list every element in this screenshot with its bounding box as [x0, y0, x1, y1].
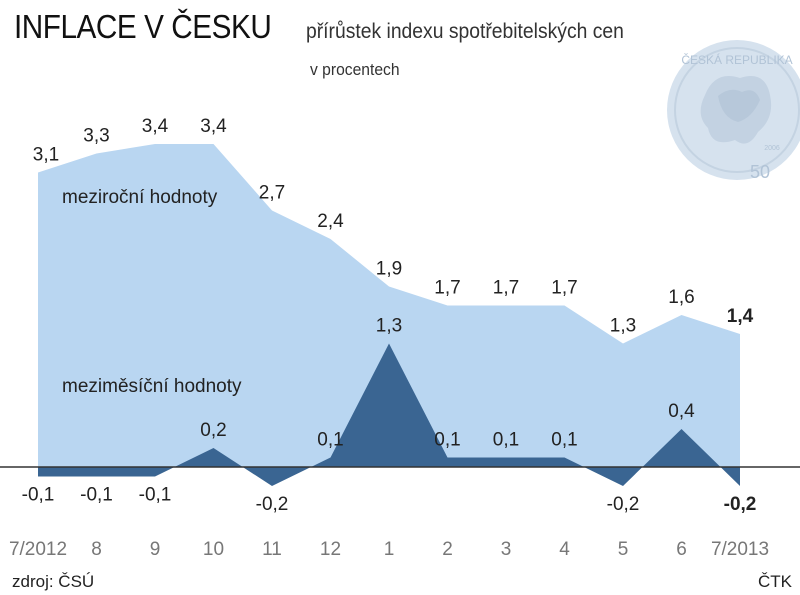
yoy-value-label: 2,7 [259, 183, 285, 204]
yoy-area [38, 144, 740, 467]
x-tick-label: 12 [320, 539, 341, 560]
source-note: zdroj: ČSÚ [12, 572, 95, 591]
x-tick-label: 3 [501, 539, 512, 560]
yoy-value-label: 3,4 [200, 116, 227, 137]
x-axis-ticks: 7/2012 8 9 10 11 12 1 2 3 4 5 6 7/2013 [9, 539, 769, 560]
mom-value-label: 1,3 [376, 316, 402, 337]
chart-title: INFLACE V ČESKU [14, 8, 272, 45]
x-tick-label: 8 [91, 539, 102, 560]
x-tick-label: 7/2012 [9, 539, 67, 560]
yoy-value-label: 1,7 [434, 278, 460, 299]
mom-value-label: 0,1 [434, 430, 460, 451]
yoy-value-labels: 3,1 3,3 3,4 3,4 2,7 2,4 1,9 1,7 1,7 1,7 1,3 1,6 1,4 [33, 116, 754, 337]
mom-value-labels: -0,1 -0,1 -0,1 0,2 -0,2 0,1 1,3 0,1 0,1 0,1 -0,2 0,… [22, 316, 757, 516]
x-tick-label: 9 [150, 539, 161, 560]
x-tick-label: 4 [559, 539, 570, 560]
mom-series-label: meziměsíční hodnoty [62, 376, 242, 397]
yoy-value-label: 2,4 [317, 211, 344, 232]
chart-subtitle: přírůstek indexu spotřebitelských cen [306, 20, 624, 43]
mom-value-label: 0,1 [493, 430, 519, 451]
coin-value: 50 [750, 162, 770, 182]
yoy-value-label: 1,3 [610, 316, 636, 337]
x-tick-label: 5 [618, 539, 629, 560]
coin-year: 2006 [764, 145, 780, 152]
mom-value-label: -0,2 [256, 494, 289, 515]
x-tick-label: 2 [442, 539, 453, 560]
unit-label: v procentech [310, 60, 400, 79]
yoy-value-label: 1,6 [668, 287, 694, 308]
yoy-value-label: 1,7 [551, 278, 577, 299]
yoy-series-label: meziroční hodnoty [62, 187, 218, 208]
yoy-value-label: 3,1 [33, 145, 59, 166]
x-tick-label: 10 [203, 539, 224, 560]
x-tick-label: 11 [262, 539, 282, 560]
mom-value-label: 0,2 [200, 420, 226, 441]
mom-value-label: -0,2 [724, 494, 757, 515]
yoy-value-label: 1,9 [376, 259, 402, 280]
x-tick-label: 6 [676, 539, 687, 560]
yoy-value-label: 3,3 [83, 126, 109, 147]
mom-value-label: -0,1 [139, 485, 172, 506]
yoy-value-label: 1,7 [493, 278, 519, 299]
agency-credit: ČTK [758, 572, 792, 591]
yoy-value-label: 1,4 [727, 306, 754, 327]
x-tick-label: 1 [384, 539, 395, 560]
yoy-value-label: 3,4 [142, 116, 169, 137]
mom-value-label: 0,4 [668, 401, 695, 422]
coin-inscription: ČESKÁ REPUBLIKA [681, 52, 792, 67]
mom-value-label: -0,1 [80, 485, 113, 506]
mom-value-label: 0,1 [551, 430, 577, 451]
mom-value-label: -0,1 [22, 485, 55, 506]
x-tick-label: 7/2013 [711, 539, 769, 560]
mom-area [38, 343, 740, 486]
mom-value-label: -0,2 [607, 494, 640, 515]
mom-value-label: 0,1 [317, 430, 343, 451]
coin-icon: ČESKÁ REPUBLIKA 50 2006 [667, 40, 800, 182]
